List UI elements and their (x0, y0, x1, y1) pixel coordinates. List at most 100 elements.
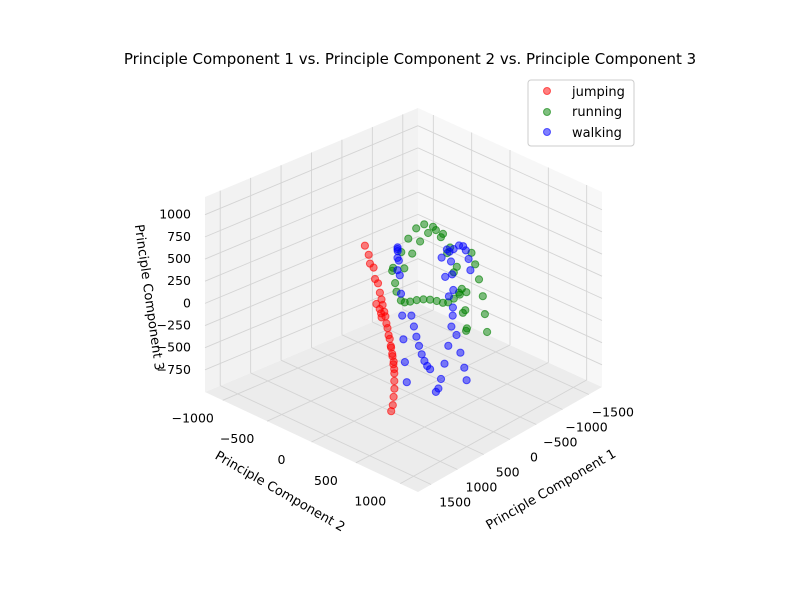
z-tick-label: −250 (157, 318, 191, 333)
z-tick-label: 1000 (159, 207, 191, 222)
point-jumping (375, 288, 384, 297)
point-walking (417, 350, 426, 359)
point-walking (431, 387, 440, 396)
point-running (408, 249, 417, 258)
point-walking (426, 365, 435, 374)
point-jumping (383, 324, 392, 333)
point-running (400, 264, 409, 273)
point-jumping (365, 259, 375, 268)
point-jumping (390, 376, 399, 386)
point-jumping (372, 299, 381, 309)
legend-marker-walking (543, 128, 551, 136)
z-tick-label: −750 (157, 362, 191, 377)
point-walking (448, 270, 457, 279)
point-walking (452, 330, 461, 340)
x-tick-label: 1500 (439, 495, 471, 510)
y-tick-label: −1000 (172, 410, 214, 425)
point-walking (444, 341, 453, 350)
point-running (412, 224, 421, 233)
point-walking (395, 271, 404, 280)
point-walking (447, 322, 456, 331)
grid-y-floor (355, 362, 549, 464)
point-walking (436, 374, 446, 384)
point-running (462, 324, 471, 333)
point-running (419, 295, 428, 304)
y-tick-label: 0 (278, 452, 286, 467)
point-running (462, 288, 471, 297)
point-walking (409, 322, 418, 331)
legend-label-walking: walking (572, 126, 622, 141)
grid-z-left (204, 147, 419, 238)
point-running (461, 306, 470, 315)
grid-z-left (204, 169, 419, 260)
point-running (438, 229, 448, 238)
point-walking (449, 285, 458, 295)
point-jumping (385, 334, 394, 343)
point-running (416, 237, 425, 246)
point-jumping (389, 360, 398, 369)
point-running (391, 279, 400, 288)
y-tick-label: −500 (220, 431, 254, 446)
point-running (478, 292, 487, 301)
point-running (452, 262, 461, 271)
point-jumping (377, 313, 386, 322)
point-walking (437, 253, 446, 262)
x-axis-label: Principle Component 1 (484, 447, 619, 534)
point-walking (441, 272, 450, 281)
z-tick-label: 750 (167, 229, 191, 244)
point-jumping (390, 384, 399, 393)
grid-y-floor (266, 327, 472, 422)
point-running (483, 327, 492, 337)
point-running (474, 275, 484, 284)
grid-z-left (204, 213, 419, 304)
grid-z-right (417, 191, 603, 277)
point-running (471, 260, 480, 269)
legend: jumping running walking (527, 79, 635, 147)
grid-z-right (417, 169, 603, 255)
legend-marker-running (543, 108, 551, 116)
x-tick-label: −500 (543, 435, 577, 450)
y-tick-label: 500 (314, 473, 338, 488)
legend-label-jumping: jumping (571, 85, 625, 100)
point-walking (407, 311, 416, 320)
point-walking (414, 341, 424, 350)
point-walking (446, 257, 456, 266)
chart-title: Principle Component 1 vs. Principle Comp… (124, 50, 696, 68)
point-walking (466, 266, 475, 275)
point-walking (396, 289, 406, 298)
z-tick-label: −500 (157, 340, 191, 355)
z-tick-label: 250 (167, 273, 191, 288)
point-jumping (388, 352, 397, 361)
point-walking (412, 332, 421, 341)
x-tick-label: −1500 (592, 405, 634, 420)
tick-labels: −1500−1000−500050010001500−1000−50005001… (157, 207, 634, 510)
point-walking (398, 311, 407, 320)
point-walking (460, 363, 469, 372)
grid-z-left (204, 258, 419, 349)
grid-z-right (417, 125, 603, 211)
point-running (424, 228, 433, 238)
z-tick-label: 0 (183, 295, 191, 310)
point-walking (402, 378, 411, 387)
point-running (431, 226, 440, 235)
point-jumping (390, 369, 399, 378)
grid-z-left (204, 191, 419, 282)
point-jumping (370, 274, 380, 284)
point-walking (464, 254, 473, 264)
point-jumping (387, 407, 396, 416)
grid-y-floor (311, 344, 511, 443)
legend-box (527, 79, 635, 147)
point-jumping (387, 343, 396, 352)
grid-y-floor (222, 309, 434, 401)
point-running (406, 297, 415, 306)
x-tick-label: −1000 (565, 420, 607, 435)
point-walking (448, 303, 457, 312)
z-tick-label: 500 (167, 251, 191, 266)
x-tick-label: 1000 (466, 480, 498, 495)
grid-z-left (204, 125, 419, 216)
grid-y-floor (400, 379, 587, 485)
point-walking (393, 247, 402, 256)
point-walking (461, 246, 470, 255)
grid-z-right (417, 213, 603, 299)
data-points (360, 220, 492, 416)
